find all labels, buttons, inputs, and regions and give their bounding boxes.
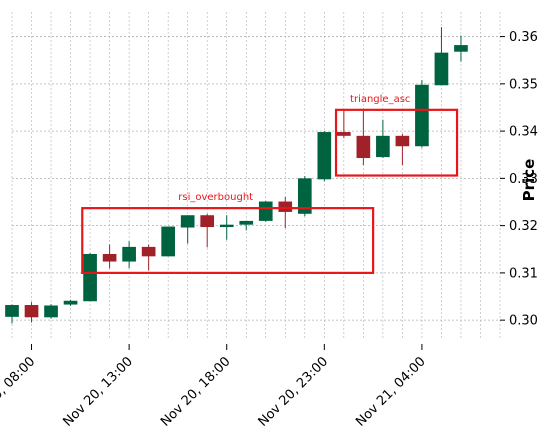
- candle-body: [317, 132, 332, 180]
- x-tick-label: Nov 20, 08:00: [0, 354, 38, 430]
- x-tick-label: Nov 20, 23:00: [256, 354, 332, 430]
- candle-body: [63, 300, 78, 305]
- candle-body: [200, 215, 215, 228]
- y-tick-label: 0.36: [509, 30, 538, 45]
- candle-body: [161, 226, 175, 257]
- candle-body: [5, 305, 19, 317]
- y-tick-label: 0.30: [509, 314, 538, 329]
- candle-body: [258, 201, 273, 221]
- candle-body: [356, 135, 371, 159]
- candle-body: [297, 178, 312, 214]
- candle-body: [454, 45, 468, 52]
- candle-body: [376, 135, 390, 158]
- annotation-box: [81, 207, 375, 274]
- annotation-layer: rsi_overbought triangle_asc: [81, 94, 459, 274]
- annotation-box: [334, 108, 459, 177]
- candle-body: [219, 224, 234, 228]
- y-tick-label: 0.35: [509, 77, 538, 92]
- candle-body: [415, 84, 429, 147]
- candle-body: [434, 52, 449, 86]
- y-axis-title: Price: [520, 159, 538, 202]
- y-tick-label: 0.31: [509, 266, 538, 281]
- axis-layer: 0.30 0.31 0.32 0.33 0.34 0.35 0.36 Nov 20, 08:0…: [0, 30, 538, 430]
- candle-body: [141, 246, 156, 257]
- x-tick-label: Nov 20, 13:00: [60, 354, 136, 430]
- candle-layer: [5, 27, 468, 324]
- candle-body: [278, 201, 293, 212]
- y-tick-label: 0.33: [509, 172, 538, 187]
- candle-body: [337, 132, 351, 136]
- candle-body: [83, 253, 97, 302]
- candle-body: [24, 305, 39, 318]
- candle-body: [122, 246, 136, 262]
- x-tick-label: Nov 20, 18:00: [158, 354, 234, 430]
- y-tick-label: 0.34: [509, 125, 538, 140]
- annotation-label: triangle_asc: [350, 94, 410, 105]
- candle-body: [395, 135, 410, 147]
- candle-body: [239, 220, 254, 225]
- candle-body: [102, 253, 117, 262]
- candle-body: [44, 305, 58, 318]
- y-tick-label: 0.32: [509, 219, 538, 234]
- annotation-label: rsi_overbought: [178, 192, 253, 203]
- x-tick-label: Nov 21, 04:00: [353, 354, 429, 430]
- candle-body: [180, 215, 195, 228]
